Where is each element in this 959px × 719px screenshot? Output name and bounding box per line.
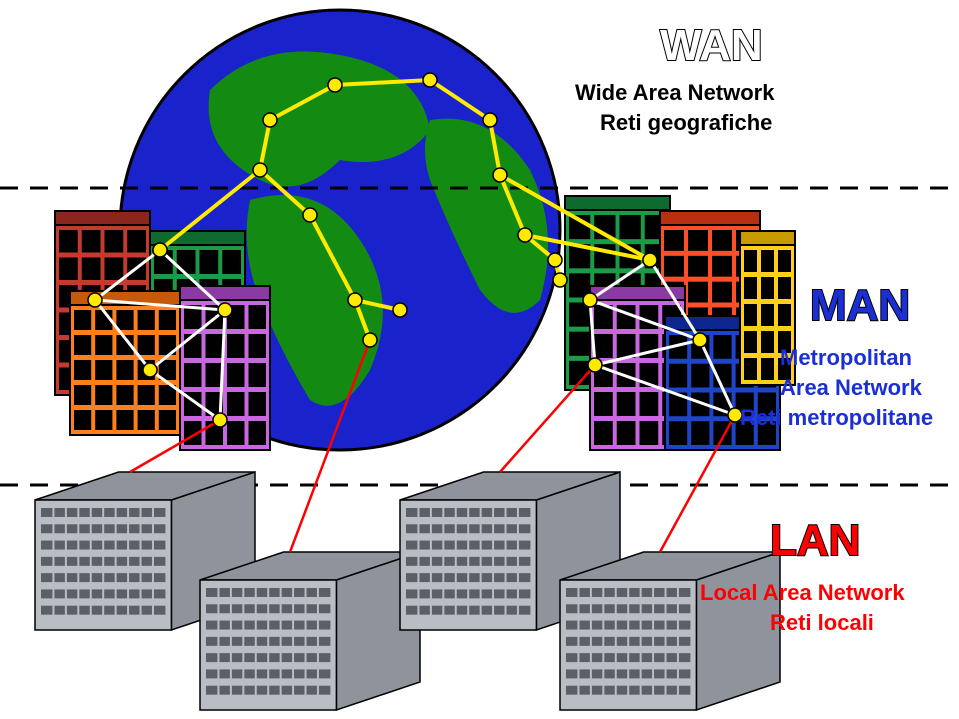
man-subtitle3: Reti metropolitane — [740, 405, 933, 430]
node — [588, 358, 602, 372]
node — [493, 168, 507, 182]
man-subtitle1: Metropolitan — [780, 345, 912, 370]
node — [213, 413, 227, 427]
lan-subtitle2: Reti locali — [770, 610, 874, 635]
network-diagram: WAN Wide Area Network Reti geografiche MAN M… — [0, 0, 959, 719]
node — [583, 293, 597, 307]
node — [518, 228, 532, 242]
node — [328, 78, 342, 92]
node — [363, 333, 377, 347]
node — [643, 253, 657, 267]
node — [253, 163, 267, 177]
node — [218, 303, 232, 317]
lan-buildings — [35, 472, 780, 710]
node — [88, 293, 102, 307]
office-building — [200, 552, 420, 710]
wan-subtitle1: Wide Area Network — [575, 80, 775, 105]
node — [483, 113, 497, 127]
lan-subtitle1: Local Area Network — [700, 580, 905, 605]
node — [553, 273, 567, 287]
node — [693, 333, 707, 347]
node — [348, 293, 362, 307]
node — [303, 208, 317, 222]
man-title: MAN — [810, 281, 910, 330]
node — [263, 113, 277, 127]
office-building — [560, 552, 780, 710]
node — [393, 303, 407, 317]
wan-title: WAN — [660, 21, 763, 70]
man-subtitle2: Area Network — [780, 375, 923, 400]
node — [423, 73, 437, 87]
wan-subtitle2: Reti geografiche — [600, 110, 772, 135]
lan-title: LAN — [770, 516, 860, 565]
node — [548, 253, 562, 267]
node — [143, 363, 157, 377]
node — [153, 243, 167, 257]
city-building — [70, 291, 180, 435]
